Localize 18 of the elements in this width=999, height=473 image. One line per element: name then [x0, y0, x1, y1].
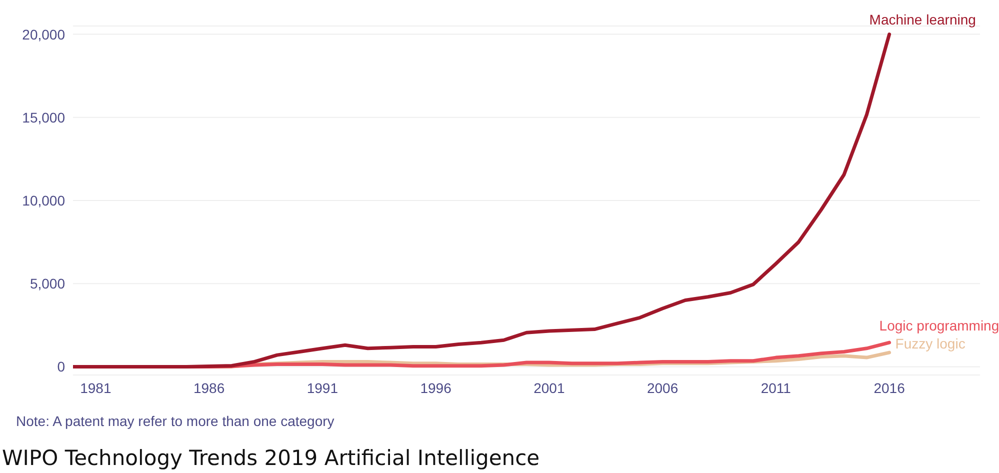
x-tick-label: 2006: [646, 380, 678, 396]
series-label: Logic programming: [879, 318, 999, 334]
x-tick-label: 1986: [193, 380, 225, 396]
x-tick-label: 1996: [420, 380, 452, 396]
y-tick-label: 20,000: [22, 26, 66, 42]
y-tick-label: 0: [57, 358, 66, 375]
text: WIPO Technology Trends 2019 Artificial Intelligence: [2, 446, 540, 470]
x-tick-label: 2011: [760, 380, 792, 396]
text: Note: A patent may refer to more than one category: [16, 413, 334, 429]
series-label: Fuzzy logic: [895, 336, 966, 352]
x-tick-label: 1981: [80, 380, 112, 396]
y-tick-label: 10,000: [22, 192, 66, 208]
x-tick-label: 2001: [534, 380, 565, 396]
series-label: Machine learning: [869, 11, 976, 28]
x-tick-label: 1991: [306, 380, 338, 396]
y-tick-label: 15,000: [22, 109, 66, 126]
x-tick-label: 2016: [874, 380, 906, 396]
y-tick-label: 5,000: [30, 276, 66, 292]
